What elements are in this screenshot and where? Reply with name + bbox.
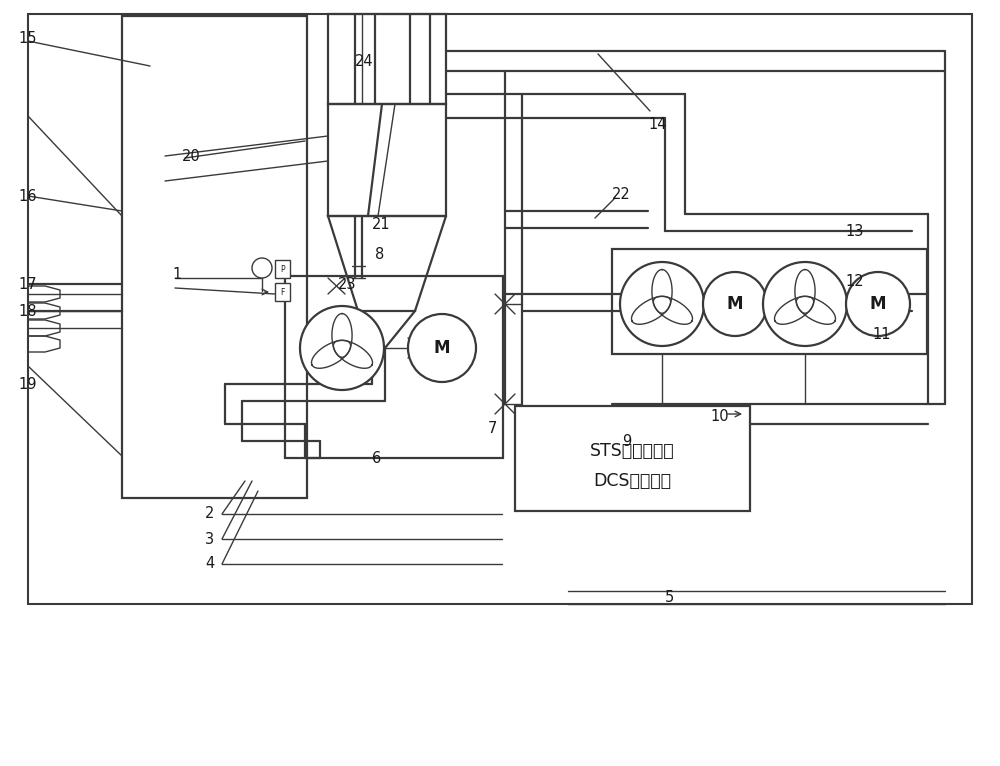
Text: 14: 14 bbox=[648, 116, 666, 132]
Bar bbox=[275, 283, 290, 301]
Text: 18: 18 bbox=[18, 303, 37, 319]
Circle shape bbox=[846, 272, 910, 336]
Bar bbox=[275, 260, 290, 278]
Bar bbox=[122, 16, 307, 498]
Text: 22: 22 bbox=[612, 186, 631, 201]
Text: 5: 5 bbox=[665, 591, 674, 605]
Bar bbox=[515, 406, 750, 511]
Text: M: M bbox=[434, 339, 450, 357]
Text: 1: 1 bbox=[172, 267, 181, 281]
Circle shape bbox=[703, 272, 767, 336]
Text: 9: 9 bbox=[622, 434, 631, 449]
Text: 11: 11 bbox=[872, 326, 891, 342]
Circle shape bbox=[763, 262, 847, 346]
Bar bbox=[328, 14, 446, 104]
Circle shape bbox=[408, 314, 476, 382]
Text: P: P bbox=[280, 264, 285, 273]
Bar bbox=[285, 276, 503, 458]
Text: M: M bbox=[727, 295, 743, 313]
Text: STS数据分析，: STS数据分析， bbox=[590, 441, 675, 460]
Text: 21: 21 bbox=[372, 217, 391, 231]
Text: DCS自动控制: DCS自动控制 bbox=[594, 472, 672, 489]
Text: 19: 19 bbox=[18, 377, 37, 391]
Text: 17: 17 bbox=[18, 277, 37, 292]
Text: 6: 6 bbox=[372, 450, 381, 466]
Bar bbox=[28, 14, 972, 604]
Text: 13: 13 bbox=[845, 224, 863, 238]
Text: F: F bbox=[280, 287, 285, 296]
Text: 10: 10 bbox=[710, 408, 729, 424]
Text: 20: 20 bbox=[182, 149, 201, 163]
Text: 15: 15 bbox=[18, 31, 37, 45]
Text: 4: 4 bbox=[205, 557, 214, 571]
Text: 12: 12 bbox=[845, 273, 864, 289]
Circle shape bbox=[252, 258, 272, 278]
Bar bbox=[328, 104, 446, 216]
Bar bbox=[612, 249, 927, 354]
Text: 3: 3 bbox=[205, 532, 214, 546]
Text: 7: 7 bbox=[488, 421, 497, 436]
Text: 8: 8 bbox=[375, 247, 384, 261]
Text: 16: 16 bbox=[18, 188, 37, 204]
Text: 23: 23 bbox=[338, 277, 357, 292]
Circle shape bbox=[620, 262, 704, 346]
Text: 2: 2 bbox=[205, 506, 214, 522]
Text: 24: 24 bbox=[355, 54, 374, 68]
Circle shape bbox=[300, 306, 384, 390]
Text: M: M bbox=[870, 295, 886, 313]
